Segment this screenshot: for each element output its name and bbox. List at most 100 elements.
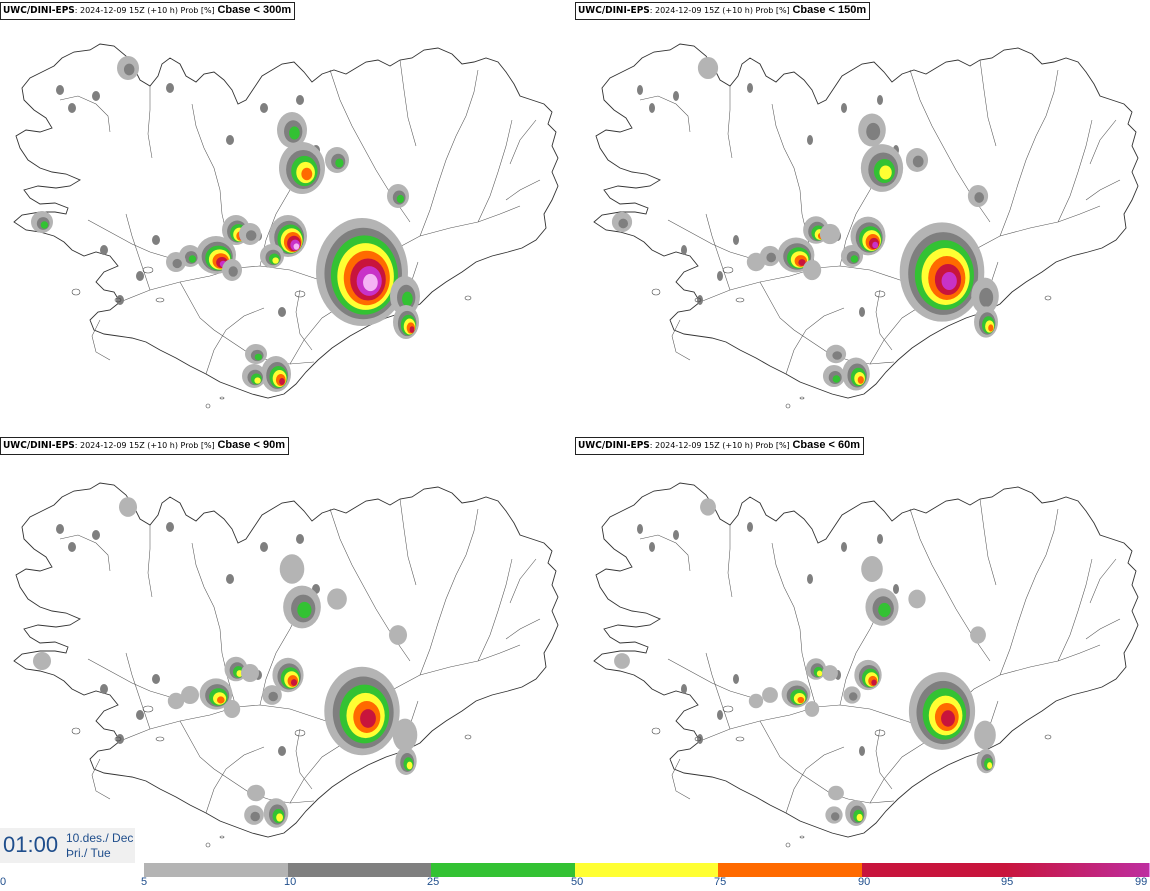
lake-outline	[735, 736, 745, 742]
lake-outline	[142, 266, 154, 274]
region-border	[999, 508, 1059, 676]
lake-outline	[155, 736, 165, 742]
region-border	[875, 728, 893, 790]
prob-area-class-1	[979, 287, 994, 308]
prob-patch	[226, 574, 234, 584]
prob-patch	[92, 91, 100, 101]
prob-area-class-7	[293, 243, 300, 250]
region-border	[125, 213, 151, 291]
prob-patch	[296, 95, 304, 105]
prob-patch	[152, 674, 160, 684]
prob-patch	[649, 103, 655, 113]
prob-area-class-1	[268, 691, 278, 702]
prob-area-class-1	[831, 812, 840, 821]
prob-area-5	[118, 497, 138, 517]
region-border	[705, 652, 731, 730]
forecast-date: 10.des./ Dec	[66, 831, 134, 845]
iceland-coastline	[593, 482, 1139, 838]
iceland-map	[593, 43, 1139, 409]
model-name: UWC/DINI-EPS	[578, 5, 650, 16]
prob-patch	[68, 103, 76, 113]
region-border	[505, 179, 541, 201]
lake-outline	[694, 736, 702, 742]
colorbar-tick: 50	[571, 876, 584, 888]
prob-area-5	[279, 554, 305, 584]
prob-patch	[893, 584, 899, 594]
lake-outline	[785, 403, 791, 409]
prob-area-class-1	[912, 155, 924, 168]
prob-area-class-5	[290, 679, 298, 686]
prob-area-class-3	[406, 761, 413, 770]
colorbar-tick: 90	[858, 876, 871, 888]
lake-outline	[651, 288, 661, 296]
prob-patch	[68, 542, 76, 552]
region-border	[205, 746, 265, 814]
colorbar-tick: 10	[284, 876, 297, 888]
prob-area-class-1	[618, 218, 629, 229]
prob-patch	[747, 522, 753, 532]
lake-outline	[71, 727, 81, 735]
prob-patch	[637, 85, 643, 95]
region-border	[91, 758, 111, 800]
region-border	[875, 289, 893, 351]
forecast-weekday: Þri./ Tue	[66, 846, 111, 860]
prob-area-class-4	[857, 376, 864, 384]
prob-patch	[260, 542, 268, 552]
lake-outline	[874, 729, 886, 737]
prob-area-class-1	[250, 811, 260, 822]
region-border	[1089, 119, 1117, 165]
region-border	[509, 119, 537, 165]
prob-area-class-5	[941, 710, 955, 727]
prob-area-5	[614, 653, 630, 669]
region-border	[785, 746, 845, 814]
prob-area-5	[697, 56, 719, 80]
prob-patch	[673, 530, 679, 540]
prob-area-class-2	[289, 126, 300, 140]
lake-outline	[114, 736, 122, 742]
prob-patch	[807, 135, 813, 145]
prob-area-class-2	[832, 375, 841, 383]
iceland-map	[13, 482, 559, 848]
prob-area-5	[802, 259, 822, 281]
prob-area-5	[748, 693, 764, 709]
colorbar-tick: 25	[427, 876, 440, 888]
prob-patch	[296, 534, 304, 544]
region-border	[505, 618, 541, 640]
variable-name: Cbase < 300m	[217, 4, 292, 16]
region-border	[979, 498, 997, 586]
region-border	[295, 728, 313, 790]
forecast-hour: 01:00	[3, 832, 59, 857]
colorbar-segment-4	[574, 863, 718, 877]
colorbar-tick: 99	[1135, 876, 1148, 888]
region-border	[147, 86, 153, 159]
region-border	[1057, 119, 1093, 223]
prob-patch	[100, 684, 108, 694]
lake-outline	[155, 297, 165, 303]
variable-name: Cbase < 60m	[792, 439, 861, 451]
colorbar-segment-5	[718, 863, 862, 877]
prob-area-class-3	[254, 377, 261, 384]
lake-outline	[722, 266, 734, 274]
prob-area-5	[32, 651, 52, 671]
prob-area-class-1	[832, 351, 843, 360]
lake-outline	[735, 297, 745, 303]
prob-patch	[278, 307, 286, 317]
lake-outline	[205, 842, 211, 848]
colorbar-segment-2	[287, 863, 431, 877]
region-border	[399, 59, 417, 147]
prob-patch	[877, 534, 883, 544]
region-border	[477, 558, 513, 662]
prob-area-class-6	[941, 271, 957, 291]
prob-patch	[278, 746, 286, 756]
region-border	[419, 508, 479, 676]
variable-name: Cbase < 90m	[217, 439, 286, 451]
prob-area-class-3	[879, 165, 892, 180]
prob-patch	[226, 135, 234, 145]
prob-area-5	[974, 720, 996, 750]
prob-area-class-4	[216, 696, 225, 704]
prob-area-class-3	[272, 257, 279, 264]
prob-area-class-2	[40, 221, 49, 229]
prob-patch	[717, 710, 723, 720]
prob-patch	[697, 734, 703, 744]
prob-patch	[649, 542, 655, 552]
